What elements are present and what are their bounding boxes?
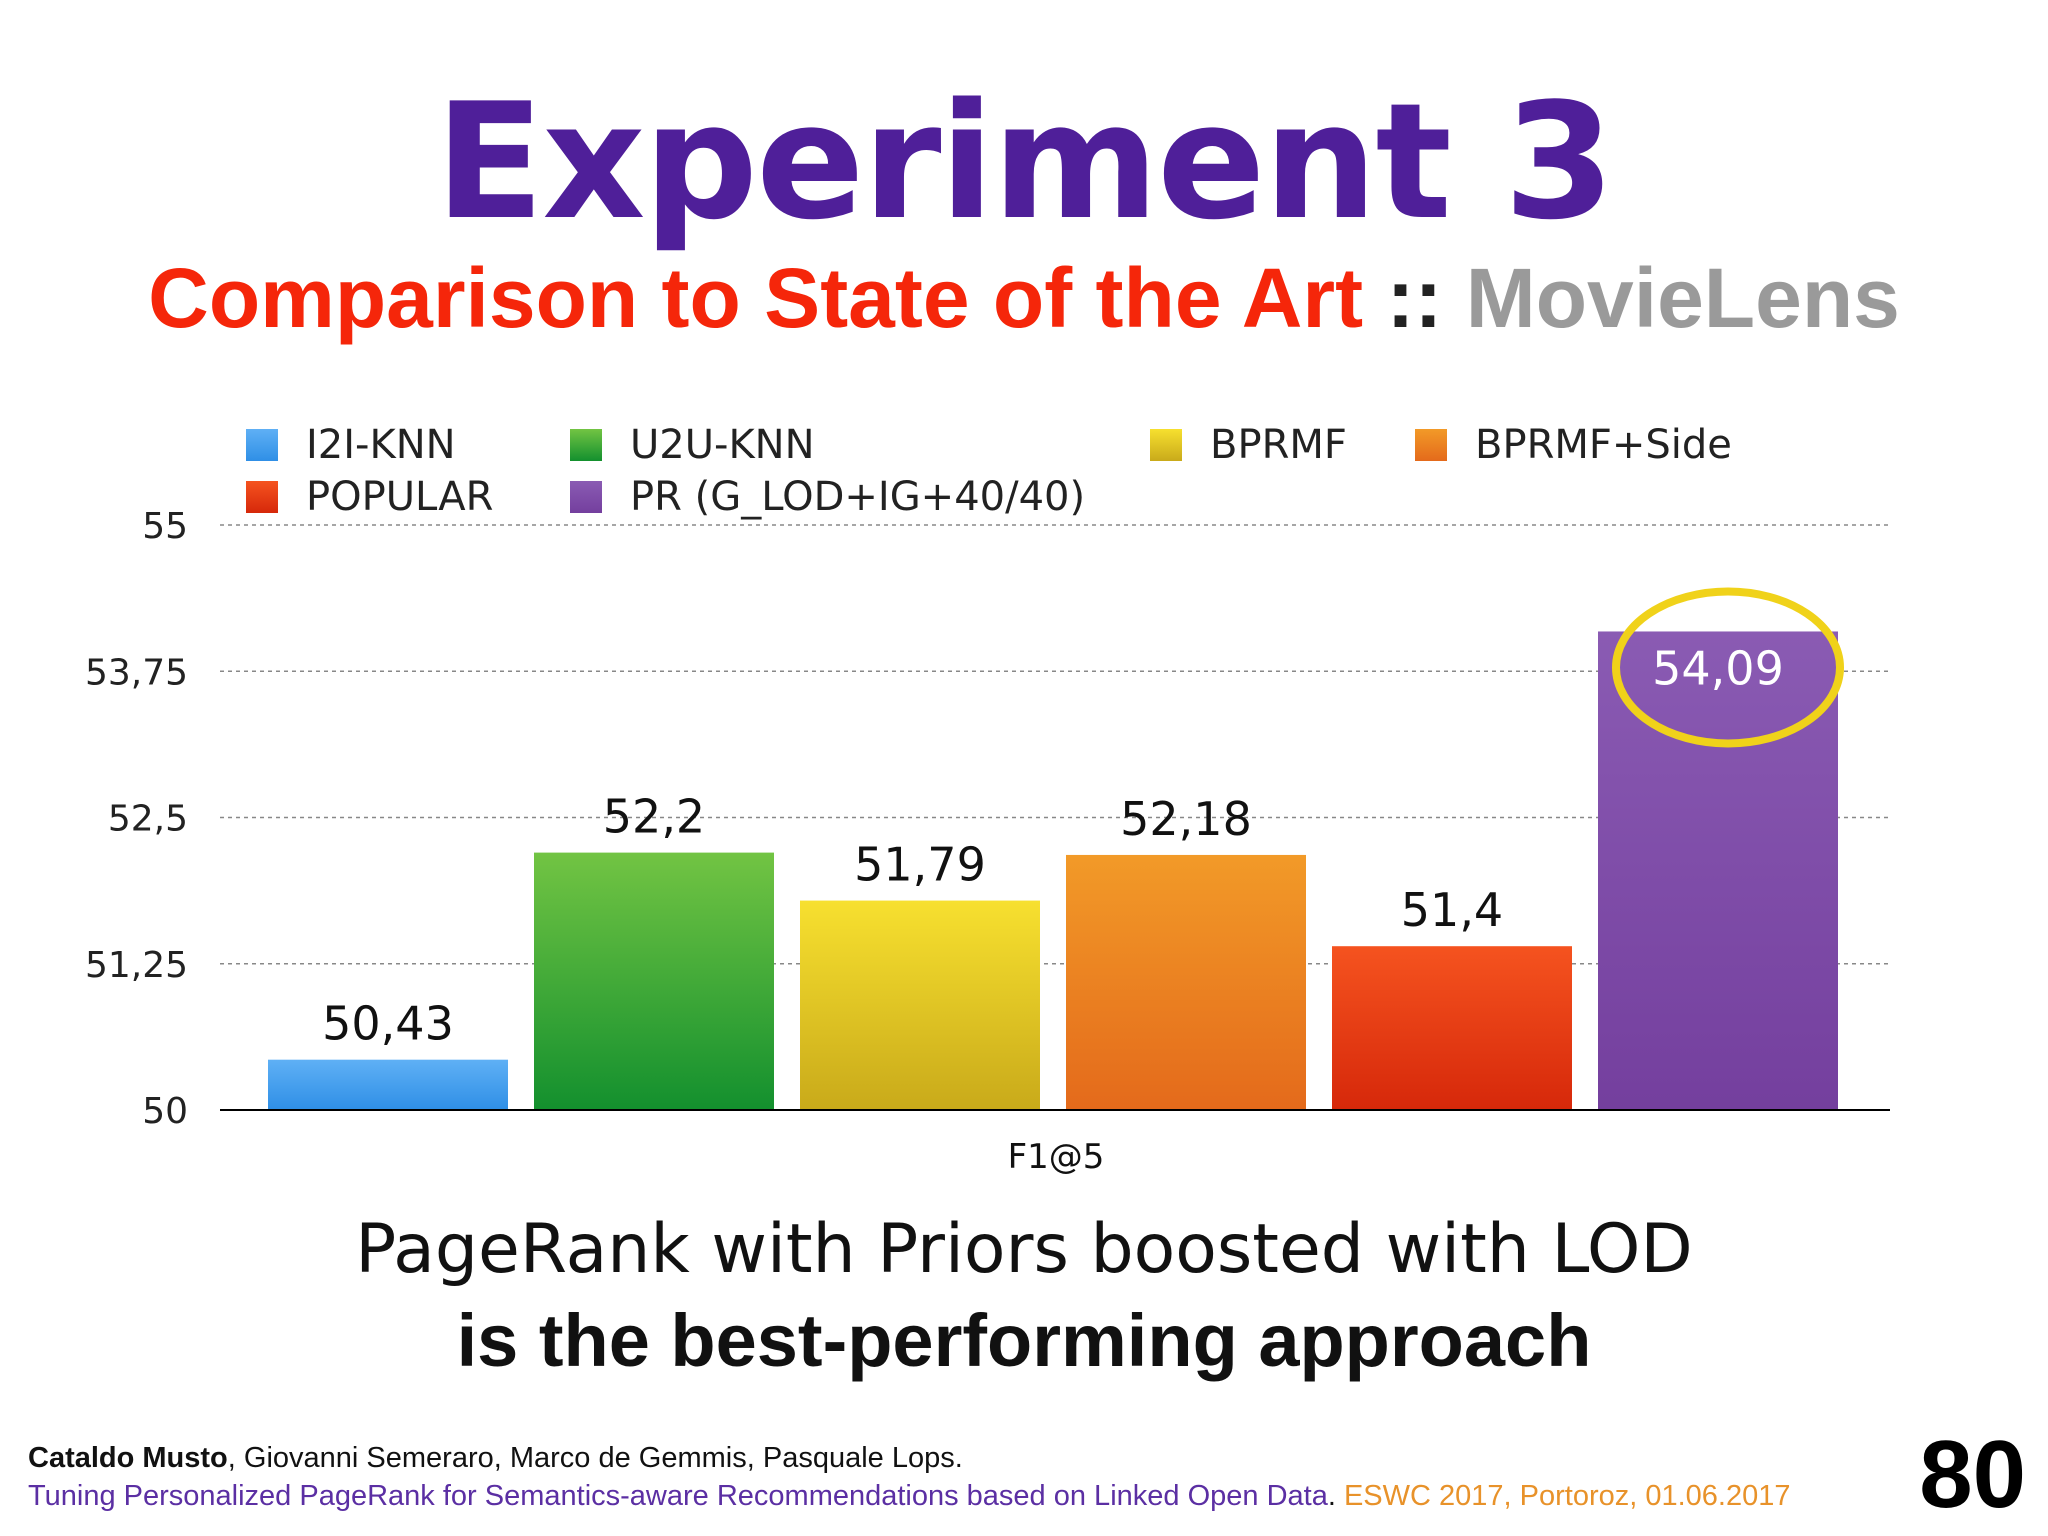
legend-swatch <box>1415 429 1447 461</box>
legend-item: U2U-KNN <box>570 420 815 470</box>
bar-value-label: 51,79 <box>854 838 986 892</box>
legend-swatch <box>246 481 278 513</box>
legend-item: BPRMF <box>1150 420 1347 470</box>
legend-swatch <box>246 429 278 461</box>
footer-citation: Tuning Personalized PageRank for Semanti… <box>28 1480 1791 1513</box>
x-axis-label: F1@5 <box>1008 1137 1105 1177</box>
bar-value-label: 51,4 <box>1401 883 1503 937</box>
subtitle-separator: :: <box>1386 251 1443 345</box>
legend-swatch <box>1150 429 1182 461</box>
bar-value-label: 50,43 <box>322 997 454 1051</box>
y-tick-label: 55 <box>142 506 188 547</box>
footer-authors: Cataldo Musto, Giovanni Semeraro, Marco … <box>28 1442 963 1475</box>
subtitle-dataset: MovieLens <box>1465 251 1900 345</box>
legend-swatch <box>570 481 602 513</box>
bar-value-label: 54,09 <box>1652 641 1784 695</box>
legend-swatch <box>570 429 602 461</box>
bar-popular <box>1332 946 1572 1110</box>
lead-author: Cataldo Musto <box>28 1442 228 1474</box>
bar-bprmf <box>800 900 1040 1110</box>
legend-item: POPULAR <box>246 472 493 522</box>
y-tick-label: 50 <box>142 1091 188 1132</box>
paper-title: Tuning Personalized PageRank for Semanti… <box>28 1480 1328 1512</box>
bar-value-label: 52,2 <box>603 790 705 844</box>
legend-item: PR (G_LOD+IG+40/40) <box>570 472 1085 522</box>
legend-label: I2I-KNN <box>306 422 456 468</box>
legend-label: BPRMF+Side <box>1475 422 1732 468</box>
bar-value-label: 52,18 <box>1120 792 1252 846</box>
tagline-line2: is the best-performing approach <box>456 1299 1592 1382</box>
slide-title: Experiment 3 <box>435 68 1615 255</box>
bar-i2i-knn <box>268 1059 508 1110</box>
y-tick-label: 51,25 <box>85 945 188 986</box>
conference-info: ESWC 2017, Portoroz, 01.06.2017 <box>1335 1480 1791 1512</box>
legend-label: PR (G_LOD+IG+40/40) <box>630 474 1086 520</box>
bar-u2u-knn <box>534 852 774 1110</box>
bar-chart: 50 51,25 52,5 53,75 55 50,43 52,2 51,79 52,18 51,… <box>85 506 1890 1177</box>
page-number: 80 <box>1919 1421 2026 1528</box>
subtitle-main: Comparison to State of the Art <box>148 251 1364 345</box>
y-tick-label: 52,5 <box>108 799 188 840</box>
legend-item: BPRMF+Side <box>1415 420 1732 470</box>
legend-label: POPULAR <box>306 474 494 520</box>
other-authors: , Giovanni Semeraro, Marco de Gemmis, Pa… <box>227 1442 963 1474</box>
y-tick-label: 53,75 <box>85 652 188 693</box>
legend-label: BPRMF <box>1210 422 1347 468</box>
legend-label: U2U-KNN <box>630 422 815 468</box>
slide-subtitle: Comparison to State of the Art :: MovieL… <box>0 248 2048 348</box>
highlight-circle <box>1612 587 1844 748</box>
citation-dot: . <box>1327 1480 1336 1512</box>
tagline-line1: PageRank with Priors boosted with LOD <box>355 1210 1693 1289</box>
legend-item: I2I-KNN <box>246 420 456 470</box>
bar-bprmf-side <box>1066 854 1306 1110</box>
